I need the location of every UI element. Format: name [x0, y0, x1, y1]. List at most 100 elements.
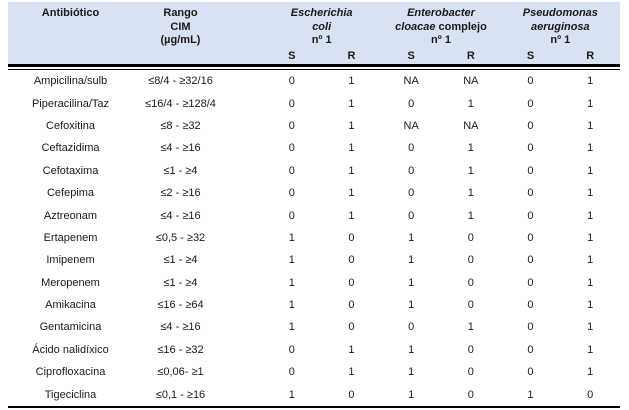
- table-row: Piperacilina/Taz ≤16/4 - ≥128/4 0 1 0 1 …: [8, 92, 620, 114]
- value-cell: 0: [408, 321, 415, 334]
- value-cell: 1: [288, 388, 295, 401]
- table-row: Ampicilina/sulb ≤8/4 - ≥32/16 0 1 NA NA …: [8, 70, 620, 92]
- value-cell: 1: [408, 276, 415, 289]
- value-cell: 0: [408, 97, 415, 110]
- header-s-label: S: [526, 50, 535, 62]
- value-cell: 0: [467, 254, 474, 267]
- value-cell: 1: [348, 366, 355, 379]
- value-cell: 0: [288, 366, 295, 379]
- value-cell: 0: [288, 187, 295, 200]
- range-cell: ≤1 - ≥4: [163, 254, 198, 267]
- antibiotic-name-cell: Piperacilina/Taz: [31, 97, 110, 110]
- antibiotic-name-cell: Tigeciclina: [44, 388, 97, 401]
- header-double-rule: [8, 64, 620, 70]
- header-antibiotic: Antibiótico: [41, 7, 100, 19]
- range-cell: ≤0,5 - ≥32: [155, 231, 206, 244]
- value-cell: 1: [587, 366, 594, 379]
- value-cell: 0: [527, 97, 534, 110]
- range-cell: ≤16 - ≥64: [157, 299, 204, 312]
- value-cell: 0: [467, 276, 474, 289]
- header-range-line3: (µg/mL): [160, 34, 201, 46]
- value-cell: 1: [467, 142, 474, 155]
- antibiotic-name-cell: Amikacina: [45, 299, 96, 312]
- value-cell: 0: [467, 366, 474, 379]
- value-cell: 0: [348, 276, 355, 289]
- header-range-line2: CIM: [170, 20, 191, 33]
- value-cell: 1: [587, 209, 594, 222]
- organism-name-line1: Pseudomonas: [522, 7, 598, 19]
- value-cell: 0: [527, 254, 534, 267]
- value-cell: 1: [288, 254, 295, 267]
- value-cell: 0: [527, 164, 534, 177]
- organism-number: nº 1: [431, 34, 451, 46]
- value-cell: 0: [288, 97, 295, 110]
- value-cell: NA: [463, 119, 479, 132]
- value-cell: 0: [288, 343, 295, 356]
- value-cell: 0: [288, 209, 295, 222]
- value-cell: NA: [403, 75, 419, 88]
- value-cell: 1: [587, 299, 594, 312]
- value-cell: 0: [527, 142, 534, 155]
- table-header: Antibiótico Rango CIM (µg/mL) Escherichi…: [8, 2, 620, 64]
- header-spacer: [228, 4, 262, 64]
- range-cell: ≤4 - ≥16: [160, 321, 201, 334]
- antibiotic-name-cell: Cefotaxima: [42, 164, 99, 177]
- range-cell: ≤1 - ≥4: [163, 276, 198, 289]
- header-range-line1: Rango: [163, 7, 198, 19]
- range-cell: ≤8/4 - ≥32/16: [148, 75, 213, 88]
- header-organism-escherichia-coli: Escherichia coli nº 1: [262, 4, 381, 50]
- value-cell: 1: [348, 97, 355, 110]
- table-row: Ertapenem ≤0,5 - ≥32 1 0 1 0 0 1: [8, 227, 620, 249]
- value-cell: 0: [348, 231, 355, 244]
- organism-number: nº 1: [311, 34, 332, 46]
- value-cell: 0: [587, 388, 594, 401]
- range-cell: ≤1 - ≥4: [163, 164, 198, 177]
- value-cell: 1: [587, 343, 594, 356]
- value-cell: 0: [527, 187, 534, 200]
- header-organism-enterobacter-cloacae: Enterobacter cloacae complejo nº 1: [381, 4, 500, 50]
- table-row: Amikacina ≤16 - ≥64 1 0 1 0 0 1: [8, 294, 620, 316]
- antibiotic-name-cell: Imipenem: [46, 254, 95, 267]
- value-cell: 1: [467, 187, 474, 200]
- table-row: Ceftazidima ≤4 - ≥16 0 1 0 1 0 1: [8, 137, 620, 159]
- value-cell: 1: [348, 343, 355, 356]
- value-cell: 0: [288, 142, 295, 155]
- value-cell: 0: [348, 299, 355, 312]
- header-organism-pseudomonas-aeruginosa: Pseudomonas aeruginosa nº 1: [501, 4, 620, 50]
- value-cell: 1: [408, 299, 415, 312]
- value-cell: 1: [348, 187, 355, 200]
- value-cell: 0: [527, 119, 534, 132]
- range-cell: ≤0,06- ≥1: [157, 366, 204, 379]
- antibiotic-susceptibility-table: Antibiótico Rango CIM (µg/mL) Escherichi…: [8, 2, 620, 408]
- table-row: Ciprofloxacina ≤0,06- ≥1 0 1 1 0 0 1: [8, 361, 620, 383]
- value-cell: 0: [288, 75, 295, 88]
- value-cell: 1: [587, 142, 594, 155]
- header-cim-range: Rango CIM (µg/mL): [133, 4, 228, 50]
- antibiotic-name-cell: Ácido nalidíxico: [32, 343, 109, 356]
- value-cell: 1: [587, 97, 594, 110]
- antibiotic-name-cell: Ampicilina/sulb: [33, 75, 108, 88]
- range-cell: ≤16 - ≥32: [157, 343, 204, 356]
- value-cell: 0: [527, 366, 534, 379]
- value-cell: 1: [587, 231, 594, 244]
- table-row: Cefoxitina ≤8 - ≥32 0 1 NA NA 0 1: [8, 115, 620, 137]
- antibiotic-name-cell: Ceftazidima: [41, 142, 100, 155]
- value-cell: NA: [403, 119, 419, 132]
- value-cell: 1: [467, 97, 474, 110]
- value-cell: 1: [587, 321, 594, 334]
- antibiotic-name-cell: Ertapenem: [43, 231, 98, 244]
- value-cell: 1: [288, 321, 295, 334]
- value-cell: 1: [288, 299, 295, 312]
- value-cell: 1: [408, 366, 415, 379]
- antibiotic-name-cell: Aztreonam: [43, 209, 98, 222]
- value-cell: 0: [288, 164, 295, 177]
- range-cell: ≤0,1 - ≥16: [155, 388, 206, 401]
- value-cell: 1: [288, 231, 295, 244]
- antibiotic-name-cell: Cefepima: [46, 187, 95, 200]
- value-cell: 0: [527, 75, 534, 88]
- organism-name-line1: Enterobacter: [407, 7, 475, 19]
- organism-name-line2: coli: [312, 20, 332, 33]
- value-cell: 0: [348, 321, 355, 334]
- value-cell: 1: [587, 75, 594, 88]
